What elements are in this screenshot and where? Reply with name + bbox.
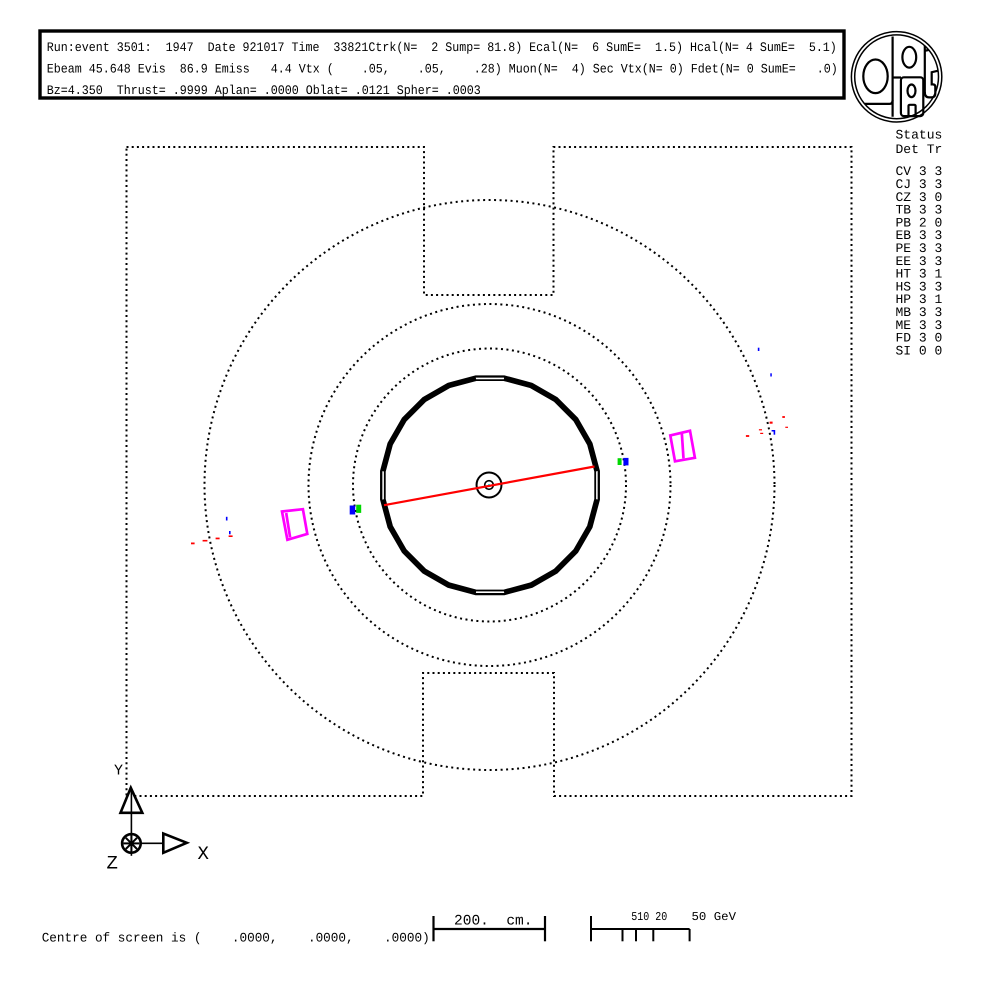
svg-text:Det Tr: Det Tr [896,142,943,157]
svg-text:SI 0 0: SI 0 0 [896,343,943,358]
svg-text:EB 3 3: EB 3 3 [896,228,943,243]
svg-text:ME 3 3: ME 3 3 [896,318,943,333]
svg-text:Z: Z [107,853,118,875]
svg-text:HS 3 3: HS 3 3 [896,279,943,294]
svg-text:EE 3 3: EE 3 3 [896,254,943,269]
svg-text:PE 3 3: PE 3 3 [896,241,943,256]
svg-text:PB 2 0: PB 2 0 [896,215,943,230]
svg-text:FD 3 0: FD 3 0 [896,331,943,346]
svg-text:CZ 3 0: CZ 3 0 [896,190,943,205]
svg-text:HP 3 1: HP 3 1 [896,292,943,307]
svg-text:Bz=4.350 Thrust= .9999 Aplan=: Bz=4.350 Thrust= .9999 Aplan= .0000 Obla… [47,83,481,98]
svg-text:CJ 3 3: CJ 3 3 [896,177,943,192]
svg-text:CV 3 3: CV 3 3 [896,164,943,179]
svg-text:HT 3 1: HT 3 1 [896,267,943,282]
svg-text:200. cm.: 200. cm. [454,913,533,929]
svg-text:Ebeam 45.648 Evis 86.9 Emiss: Ebeam 45.648 Evis 86.9 Emiss 4.4 Vtx ( .… [47,62,838,77]
svg-text:MB 3 3: MB 3 3 [896,305,943,320]
svg-text:X: X [198,843,210,865]
svg-text:Run:event 3501: 1947 Date 92: Run:event 3501: 1947 Date 921017 Time 33… [47,40,837,55]
svg-text:Y: Y [114,763,123,780]
svg-text:50 GeV: 50 GeV [692,910,737,924]
svg-text:Centre of screen is ( .0000: Centre of screen is ( .0000, .0000, .000… [42,930,430,945]
svg-text:Status: Status [896,128,943,143]
svg-text:510 20: 510 20 [631,910,667,924]
svg-text:TB 3 3: TB 3 3 [896,203,943,218]
